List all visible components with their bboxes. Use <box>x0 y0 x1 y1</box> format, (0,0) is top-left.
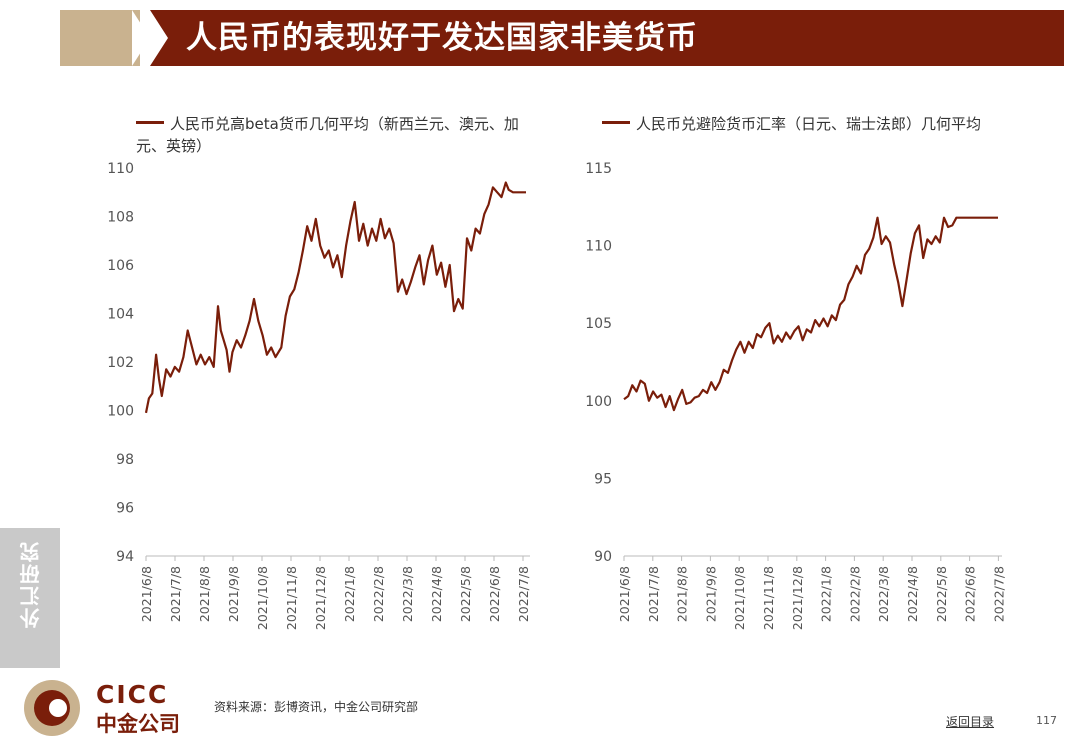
x-tick-label: 2022/2/8 <box>371 566 386 622</box>
y-tick-label: 102 <box>107 355 134 371</box>
y-tick-label: 115 <box>585 161 612 177</box>
legend-label-high-beta: 人民币兑高beta货币几何平均（新西兰元、澳元、加元、英镑） <box>136 115 519 155</box>
x-tick-label: 2022/4/8 <box>429 566 444 622</box>
x-tick-label: 2022/7/8 <box>516 566 531 622</box>
chart-safe-haven: 115 110 105 100 95 90 2021/6/8 2021/7/8 2021/8/8… <box>585 161 1006 630</box>
back-to-contents-link[interactable]: 返回目录 <box>946 715 995 729</box>
x-tick-label: 2021/6/8 <box>617 566 632 622</box>
y-tick-label: 96 <box>116 501 134 517</box>
logo-text-cn: 中金公司 <box>96 712 180 736</box>
legend-line-swatch <box>136 121 164 124</box>
x-tick-label: 2022/3/8 <box>876 566 891 622</box>
x-tick-label: 2021/6/8 <box>139 566 154 622</box>
x-tick-label: 2022/4/8 <box>905 566 920 622</box>
x-tick-label: 2021/7/8 <box>168 566 183 622</box>
x-tick-label: 2021/11/8 <box>284 566 299 630</box>
header-accent-block <box>60 10 140 66</box>
series-line <box>623 216 998 412</box>
page-title: 人民币的表现好于发达国家非美货币 <box>186 20 698 56</box>
y-tick-label: 106 <box>107 258 134 274</box>
y-tick-label: 100 <box>585 394 612 410</box>
x-tick-label: 2022/6/8 <box>487 566 502 622</box>
x-tick-label: 2022/6/8 <box>963 566 978 622</box>
y-tick-label: 110 <box>585 239 612 255</box>
y-tick-label: 94 <box>116 549 134 565</box>
x-tick-label: 2021/12/8 <box>313 566 328 630</box>
x-tick-label: 2022/2/8 <box>847 566 862 622</box>
x-tick-label: 2022/5/8 <box>934 566 949 622</box>
logo-text: CICC <box>96 680 169 709</box>
y-tick-label: 98 <box>116 452 134 468</box>
y-tick-label: 100 <box>107 404 134 420</box>
side-tab <box>0 528 60 668</box>
y-tick-label: 110 <box>107 161 134 177</box>
y-tick-label: 90 <box>594 549 612 565</box>
side-tab-label: 外汇研究 <box>19 540 43 628</box>
y-tick-label: 105 <box>585 316 612 332</box>
source-note: 资料来源：彭博资讯，中金公司研究部 <box>214 700 419 714</box>
legend-line-swatch <box>602 121 630 124</box>
series-line <box>144 181 526 414</box>
x-tick-label: 2021/9/8 <box>703 566 718 622</box>
y-tick-label: 108 <box>107 210 134 226</box>
x-tick-label: 2021/10/8 <box>255 566 270 630</box>
legend-left-chart: 人民币兑高beta货币几何平均（新西兰元、澳元、加元、英镑） <box>136 113 526 157</box>
y-tick-label: 104 <box>107 307 134 323</box>
header-arrow-divider <box>132 10 150 66</box>
x-tick-label: 2021/11/8 <box>761 566 776 630</box>
x-tick-label: 2022/5/8 <box>458 566 473 622</box>
x-tick-label: 2021/8/8 <box>675 566 690 622</box>
x-tick-label: 2022/3/8 <box>400 566 415 622</box>
page-number: 117 <box>1036 714 1057 727</box>
header-bar <box>150 10 1064 66</box>
x-tick-label: 2022/1/8 <box>819 566 834 622</box>
cicc-logo-icon <box>24 680 80 736</box>
y-tick-label: 95 <box>594 471 612 487</box>
x-tick-label: 2021/7/8 <box>646 566 661 622</box>
chart-high-beta: 110 108 106 104 102 100 98 96 94 2021/6/8 2021/7/8… <box>107 161 531 630</box>
x-tick-label: 2022/1/8 <box>342 566 357 622</box>
x-tick-label: 2021/9/8 <box>226 566 241 622</box>
x-tick-label: 2021/10/8 <box>732 566 747 630</box>
x-tick-label: 2021/12/8 <box>790 566 805 630</box>
x-tick-label: 2021/8/8 <box>197 566 212 622</box>
legend-right-chart: 人民币兑避险货币汇率（日元、瑞士法郎）几何平均 <box>602 113 1002 135</box>
x-tick-label: 2022/7/8 <box>991 566 1006 622</box>
legend-label-safe-haven: 人民币兑避险货币汇率（日元、瑞士法郎）几何平均 <box>636 115 982 133</box>
